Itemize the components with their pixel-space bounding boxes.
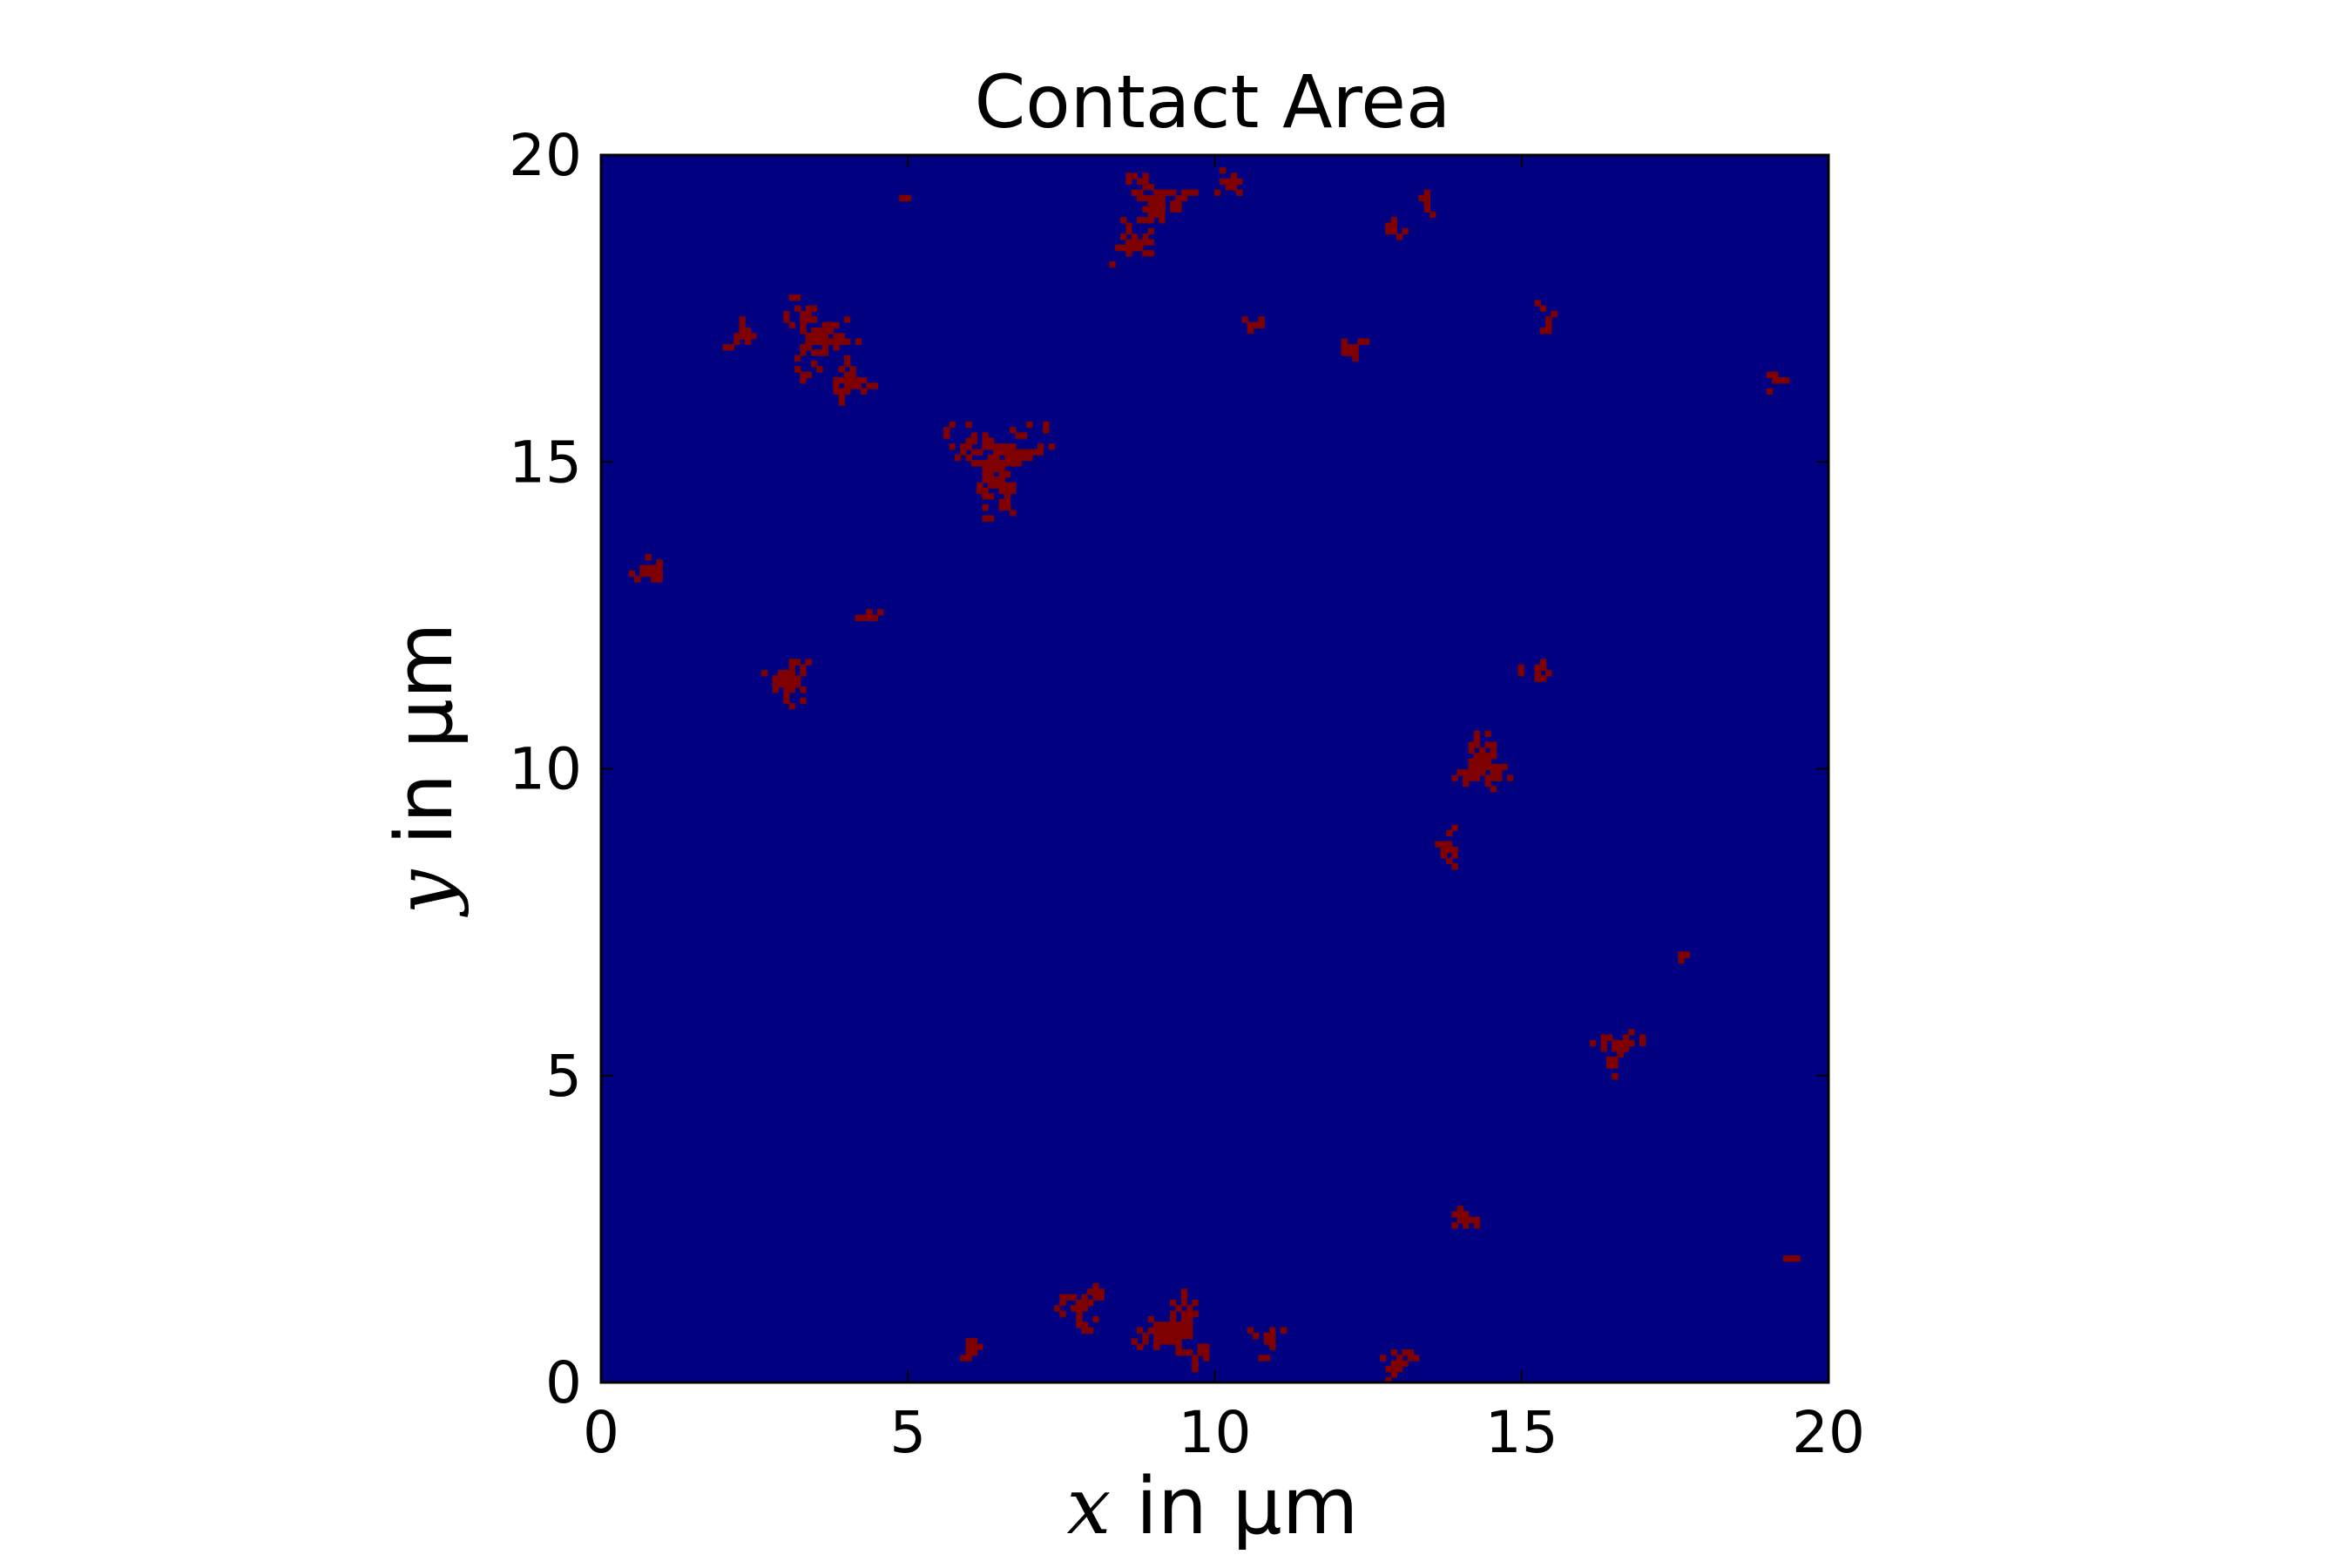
x-axis-label: x in µm <box>1067 1461 1359 1552</box>
contact-patch <box>722 316 757 351</box>
contact-patch <box>1053 1282 1105 1334</box>
contact-patch <box>1247 1327 1288 1362</box>
contact-patch <box>833 355 878 406</box>
x-tick-label: 10 <box>1179 1399 1252 1466</box>
y-tick-label: 5 <box>545 1043 582 1110</box>
no-contact-background <box>601 155 1828 1382</box>
contact-patch <box>1385 217 1409 240</box>
contact-patch <box>1213 167 1243 196</box>
x-tick-label: 15 <box>1485 1399 1558 1466</box>
contact-patch <box>1131 1288 1210 1373</box>
y-axis-label-unit: in µm <box>379 622 470 869</box>
contact-patch <box>1678 951 1690 964</box>
contact-patch <box>1380 1349 1420 1383</box>
x-tick-label: 5 <box>889 1399 926 1466</box>
contact-patch <box>760 659 812 710</box>
x-axis-label-variable: x <box>1067 1461 1112 1552</box>
y-axis-label-variable: y <box>379 869 470 918</box>
y-tick-label: 15 <box>509 429 582 496</box>
x-tick-label: 20 <box>1792 1399 1865 1466</box>
contact-patch <box>1435 824 1458 870</box>
contact-patch <box>1125 172 1199 235</box>
contact-patch <box>1782 1255 1801 1262</box>
y-tick-label: 10 <box>509 736 582 803</box>
contact-patch <box>1534 300 1558 335</box>
x-axis-ticks: 0 5 10 15 20 <box>583 155 1865 1466</box>
plot-area <box>599 153 1830 1384</box>
x-tick-label: 0 <box>583 1399 619 1466</box>
contact-patch <box>1241 316 1265 335</box>
contact-patch <box>1589 1029 1646 1080</box>
y-tick-label: 0 <box>545 1349 582 1416</box>
contact-patch <box>1766 371 1790 395</box>
contact-patch <box>1341 338 1370 362</box>
y-axis-ticks: 0 5 10 15 20 <box>509 122 1828 1416</box>
contact-region-layer <box>628 167 1801 1383</box>
contact-patch <box>628 553 663 583</box>
contact-patch <box>783 294 862 384</box>
contact-patch <box>1109 217 1154 268</box>
chart-title: Contact Area <box>975 59 1451 145</box>
contact-patch <box>899 194 911 202</box>
contact-patch <box>943 421 1055 522</box>
contact-patch <box>1451 1206 1481 1229</box>
x-axis-label-unit: in µm <box>1111 1461 1358 1552</box>
y-axis-label: y in µm <box>379 622 470 917</box>
contact-patch <box>1517 659 1552 682</box>
contact-patch <box>960 1338 983 1362</box>
contact-patch <box>1451 730 1514 793</box>
contact-patch <box>855 609 884 621</box>
contact-patch <box>1418 189 1436 219</box>
y-tick-label: 20 <box>509 122 582 189</box>
